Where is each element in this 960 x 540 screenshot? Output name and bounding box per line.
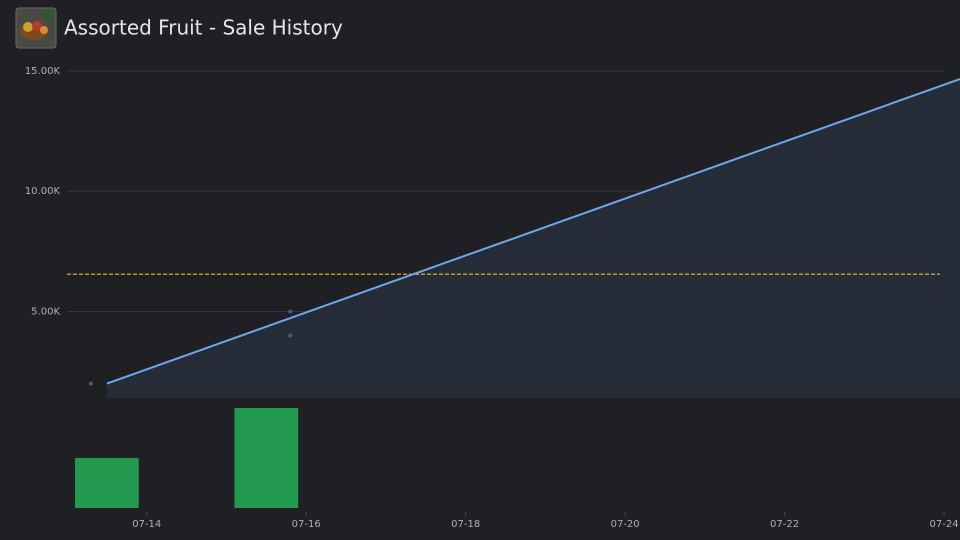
y-tick-label: 10.00K	[25, 186, 61, 197]
sale-point	[288, 333, 293, 338]
sale-point	[88, 381, 93, 386]
y-tick-label: 5.00K	[31, 306, 60, 317]
x-tick-label: 07-22	[770, 519, 799, 530]
x-tick-label: 07-20	[611, 519, 640, 530]
y-tick-label: 15.00K	[25, 66, 61, 77]
sale-point	[288, 309, 293, 314]
price-area	[106, 79, 960, 398]
x-tick-label: 07-16	[292, 519, 321, 530]
title: Assorted Fruit - Sale History	[64, 16, 343, 40]
x-tick-label: 07-24	[930, 519, 959, 530]
x-tick-label: 07-18	[451, 519, 480, 530]
price-line	[106, 78, 960, 385]
x-tick-label: 07-14	[132, 519, 161, 530]
volume-bar	[234, 408, 299, 508]
item-icon	[15, 7, 57, 49]
volume-bar	[74, 458, 139, 508]
